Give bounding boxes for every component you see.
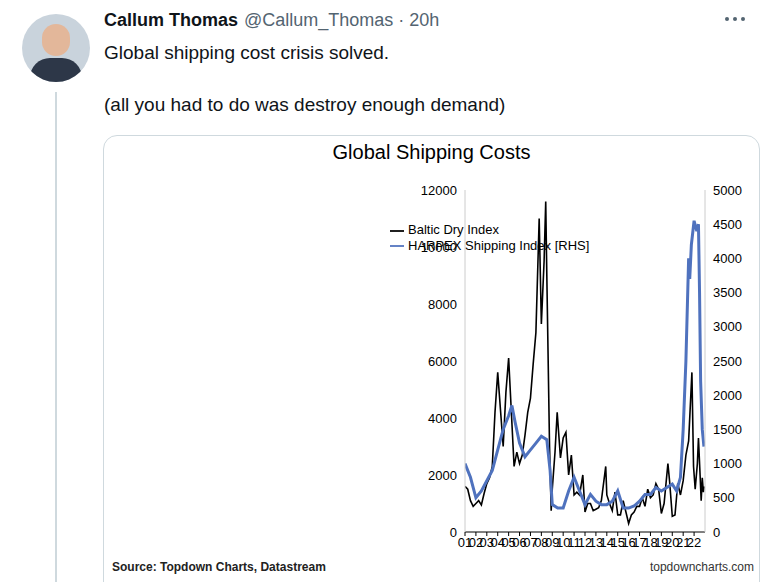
svg-text:0: 0 xyxy=(450,525,457,540)
svg-text:8000: 8000 xyxy=(428,297,457,312)
svg-text:1500: 1500 xyxy=(713,422,742,437)
svg-text:6000: 6000 xyxy=(428,354,457,369)
svg-text:10000: 10000 xyxy=(421,240,457,255)
svg-text:500: 500 xyxy=(713,490,735,505)
svg-text:2500: 2500 xyxy=(713,354,742,369)
svg-text:5000: 5000 xyxy=(713,183,742,198)
svg-text:1000: 1000 xyxy=(713,456,742,471)
svg-text:4000: 4000 xyxy=(428,411,457,426)
svg-text:3500: 3500 xyxy=(713,285,742,300)
svg-text:2000: 2000 xyxy=(428,468,457,483)
svg-text:22: 22 xyxy=(687,535,701,550)
svg-text:0: 0 xyxy=(713,525,720,540)
svg-text:3000: 3000 xyxy=(713,319,742,334)
svg-text:12000: 12000 xyxy=(421,183,457,198)
svg-text:4000: 4000 xyxy=(713,251,742,266)
svg-text:2000: 2000 xyxy=(713,388,742,403)
svg-text:4500: 4500 xyxy=(713,217,742,232)
